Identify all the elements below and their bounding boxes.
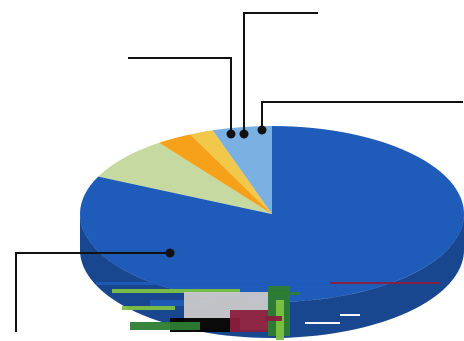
leader-dot-1 — [165, 248, 175, 258]
leader-line-4 — [261, 101, 463, 130]
artifact-strip-3 — [112, 289, 240, 293]
leader-dot-2 — [226, 129, 236, 139]
leader-line-3 — [243, 12, 318, 134]
artifact-strip-5 — [150, 300, 215, 306]
pie-side-wall — [80, 214, 464, 338]
artifact-strip-11 — [122, 306, 175, 310]
artifact-strip-14 — [340, 314, 360, 316]
artifact-strip-13 — [305, 322, 340, 324]
artifact-strip-15 — [265, 316, 282, 321]
pie-slice-1 — [79, 126, 464, 302]
artifact-strip-12 — [130, 322, 200, 330]
render-artifact-band — [96, 282, 440, 340]
pie-slice-4 — [190, 130, 272, 214]
artifact-strip-1 — [96, 282, 340, 285]
pie-slice-3 — [159, 134, 272, 214]
leader-lines — [15, 12, 463, 332]
pie-slice-2 — [98, 142, 272, 214]
pie-side-face — [80, 214, 464, 338]
leader-dot-3 — [239, 129, 249, 139]
leader-dot-4 — [257, 125, 267, 135]
pie-slice-5 — [212, 126, 272, 214]
leader-line-1 — [15, 252, 170, 332]
leader-line-2 — [128, 57, 232, 134]
artifact-strip-8 — [230, 310, 270, 332]
artifact-strip-2 — [330, 282, 440, 284]
pie-slices — [79, 126, 464, 302]
